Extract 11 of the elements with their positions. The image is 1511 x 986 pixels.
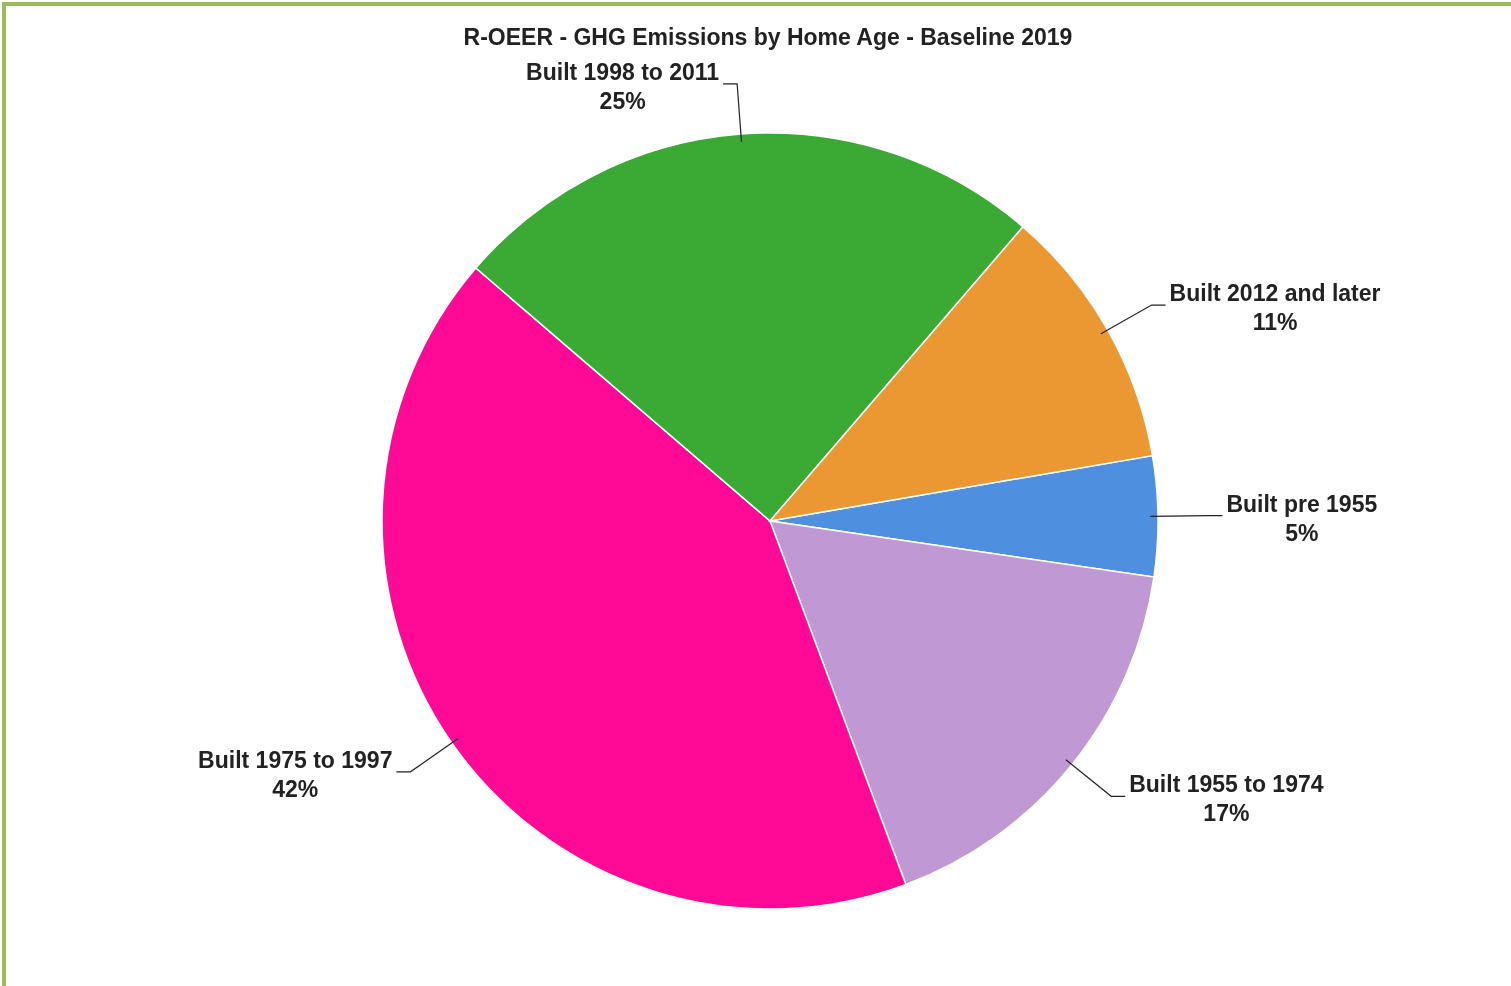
chart-title: R-OEER - GHG Emissions by Home Age - Baseline 2019: [463, 24, 1073, 50]
slice-label: Built 1955 to 1974: [1129, 771, 1324, 798]
slice-label: Built 1975 to 1997: [198, 746, 393, 773]
data-label: 17%: [1203, 800, 1250, 827]
data-label: 25%: [599, 87, 646, 114]
data-label: 42%: [272, 775, 319, 802]
slice-label: Built 1998 to 2011: [526, 58, 720, 85]
data-label: 5%: [1285, 519, 1319, 546]
slice-label: Built 2012 and later: [1169, 280, 1381, 307]
slice-label: Built pre 1955: [1226, 490, 1378, 517]
data-label: 11%: [1252, 309, 1298, 336]
